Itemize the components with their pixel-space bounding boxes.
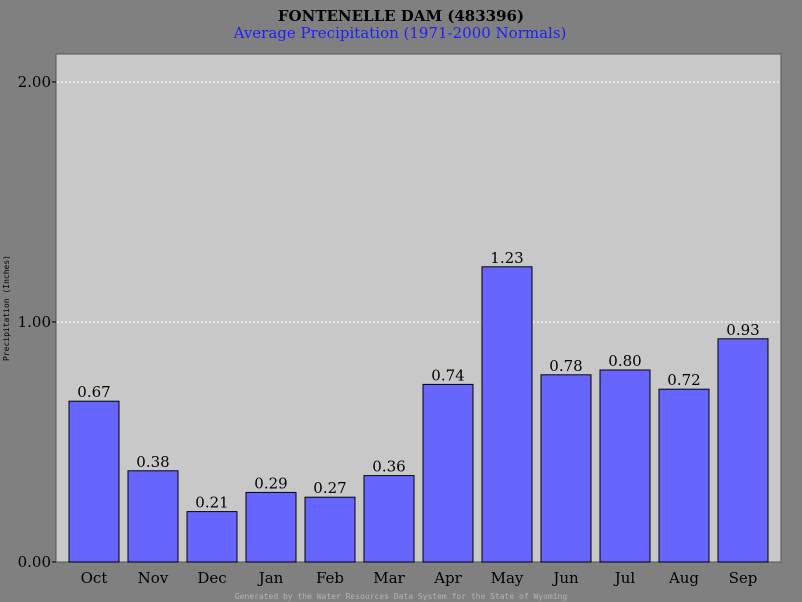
bar-sep [717,338,769,563]
value-label: 0.78 [549,357,582,375]
value-label: 1.23 [490,249,523,267]
bar-mar [363,475,415,563]
x-tick-label: Jan [257,569,284,587]
bar-dec [186,511,238,563]
bar-aug [658,388,710,563]
x-tick-label: Oct [81,569,108,587]
bar-nov [127,470,179,563]
x-tick-label: Dec [197,569,226,587]
x-tick-label: Apr [433,569,462,587]
x-axis-labels: Oct Nov Dec Jan Feb Mar Apr May Jun Jul Aug Sep [81,569,758,587]
x-tick-label: Mar [373,569,405,587]
x-tick-label: Aug [668,569,699,587]
y-axis-label: Precipitation (Inches) [2,255,11,361]
value-label: 0.36 [372,458,405,476]
gridlines [57,81,780,323]
value-label: 0.29 [254,474,287,492]
y-tick-label: 0.00 [18,553,51,571]
value-label: 0.27 [313,479,346,497]
bar-oct [68,400,120,563]
value-label: 0.67 [77,383,110,401]
x-tick-label: Jun [551,569,579,587]
value-label: 0.80 [608,352,641,370]
x-tick-label: Nov [138,569,169,587]
bar-jun [540,374,592,563]
bar-feb [304,496,356,563]
footer-credit: Generated by the Water Resources Data Sy… [235,592,568,601]
y-axis-ticks: 0.00 1.00 2.00 [18,73,56,571]
bar-may [481,266,533,563]
chart-subtitle: Average Precipitation (1971-2000 Normals… [233,24,567,42]
value-label: 0.38 [136,453,169,471]
x-tick-label: Jul [613,569,636,587]
x-tick-label: Sep [729,569,758,587]
x-tick-label: May [491,569,524,587]
x-tick-label: Feb [316,569,344,587]
chart-title: FONTENELLE DAM (483396) [278,7,524,25]
value-label: 0.21 [195,494,228,512]
bar-apr [422,383,474,563]
bars [68,266,769,563]
bar-jan [245,491,297,563]
value-label: 0.74 [431,366,464,384]
value-label: 0.93 [726,321,759,339]
value-labels: 0.67 0.38 0.21 0.29 0.27 0.36 0.74 1.23 0.78 0.80… [77,249,759,512]
bar-jul [599,369,651,563]
y-tick-label: 1.00 [18,313,51,331]
value-label: 0.72 [667,371,700,389]
y-tick-label: 2.00 [18,73,51,91]
